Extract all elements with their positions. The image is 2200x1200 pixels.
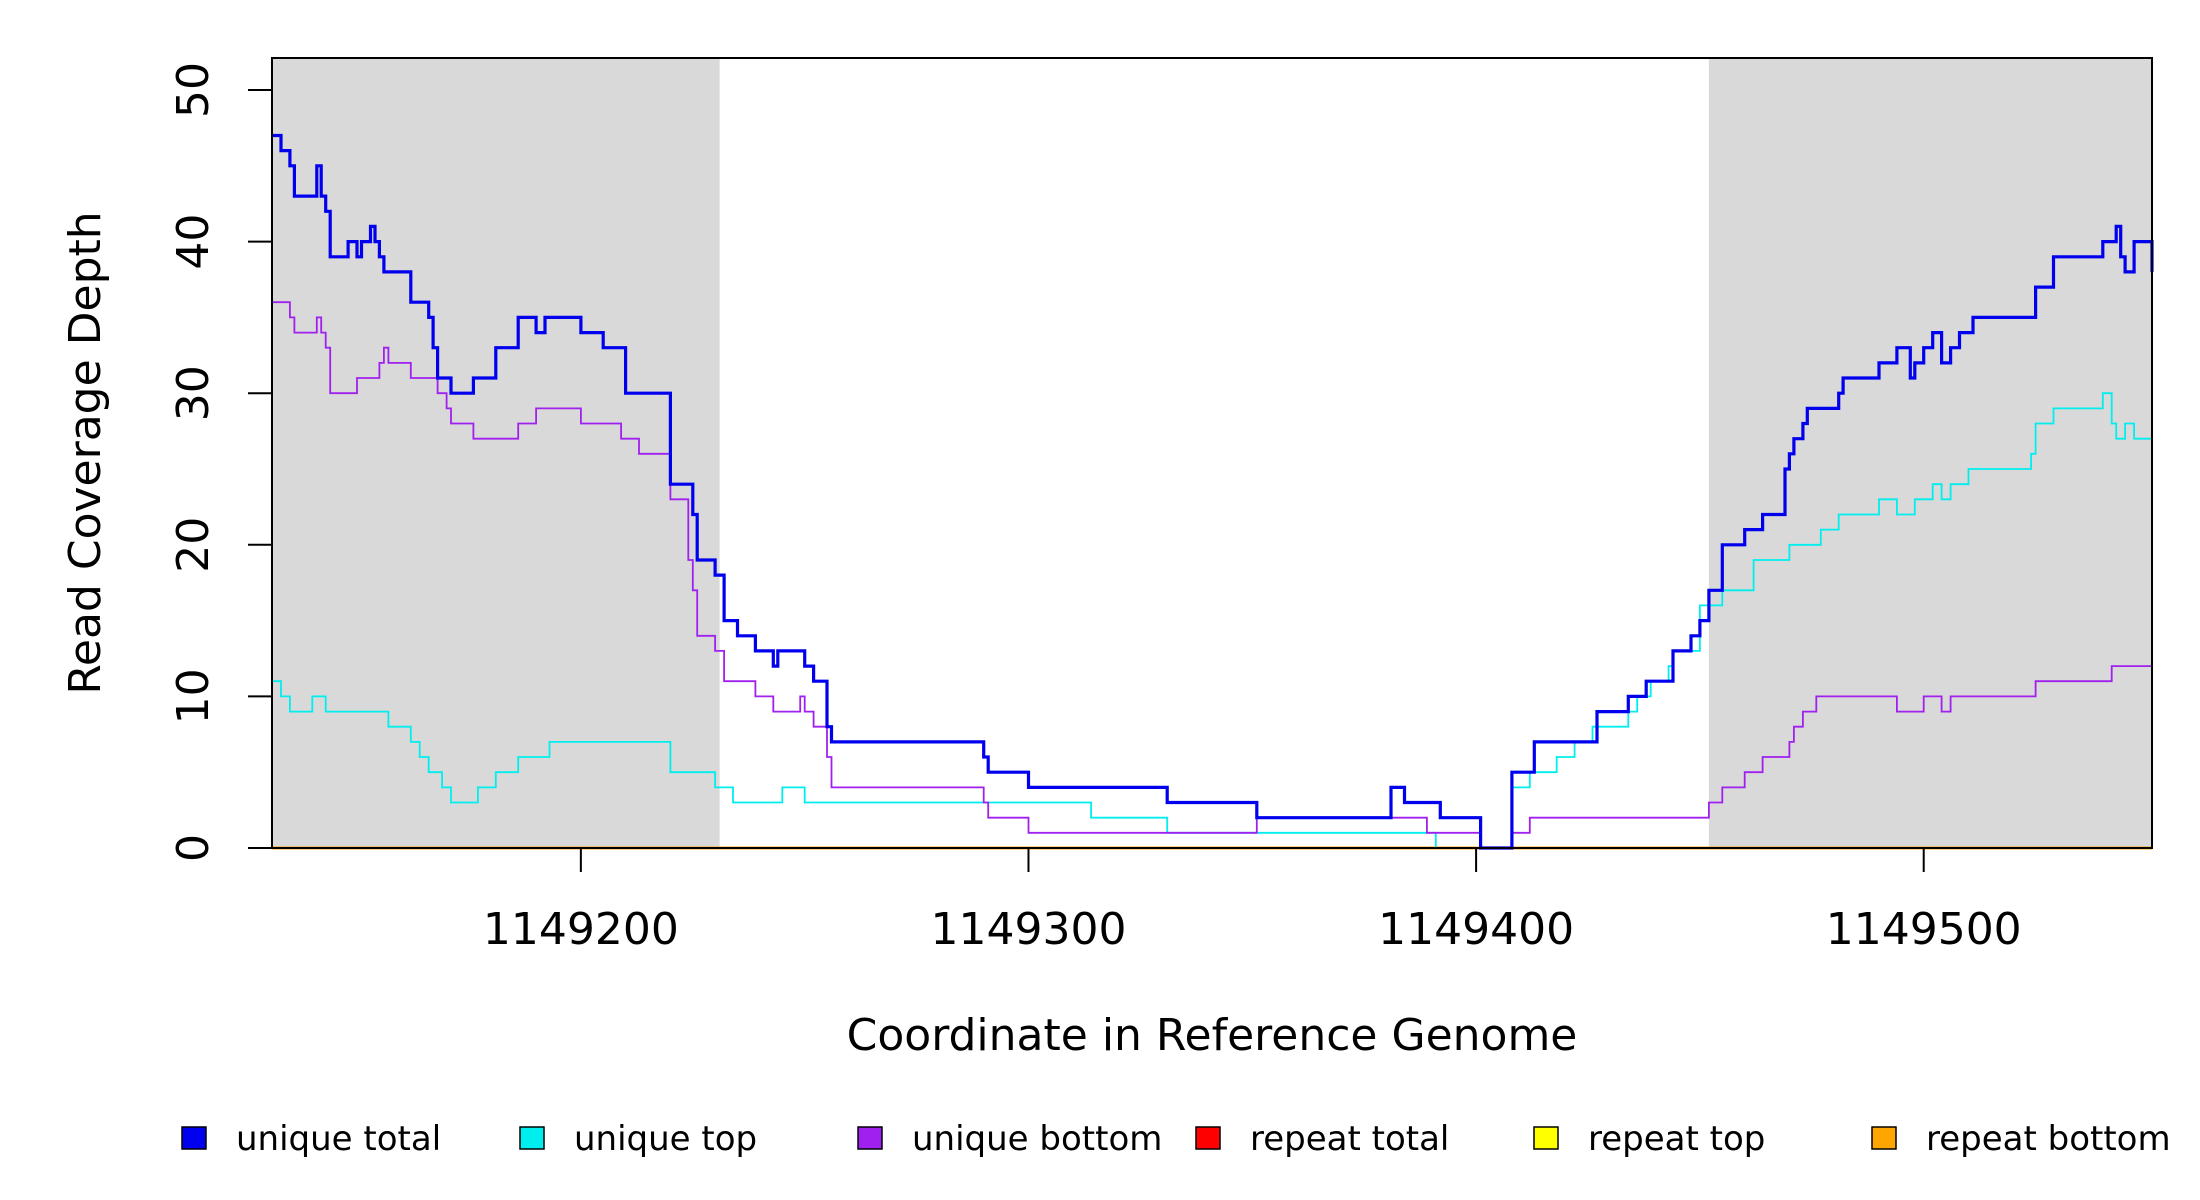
y-axis-label: Read Coverage Depth [60, 211, 111, 694]
y-tick-label-0: 0 [168, 834, 219, 862]
legend-label-repeat-bottom: repeat bottom [1926, 1119, 2171, 1159]
x-tick-label-1149500: 1149500 [1826, 904, 2022, 955]
x-tick-label-1149300: 1149300 [930, 904, 1126, 955]
legend-swatch-unique-top [519, 1126, 545, 1150]
y-tick-label-40: 40 [168, 214, 219, 270]
plot-frame [271, 57, 2153, 849]
shaded-regions [272, 58, 2152, 848]
legend-swatch-unique-bottom [857, 1126, 883, 1150]
y-tick-label-50: 50 [168, 62, 219, 118]
y-tick-label-30: 30 [168, 365, 219, 421]
series-unique-bottom [272, 301, 2153, 849]
legend-label-repeat-total: repeat total [1250, 1119, 1449, 1159]
legend-swatch-repeat-bottom [1871, 1126, 1897, 1150]
legend-label-unique-top: unique top [574, 1119, 757, 1159]
series-unique-total [272, 133, 2154, 850]
legend-swatch-repeat-top [1533, 1126, 1559, 1150]
legend: unique total unique top unique bottom repea… [181, 1119, 2171, 1159]
series-unique-top [272, 392, 2152, 849]
legend-swatch-repeat-total [1195, 1126, 1221, 1150]
axes: 1149200 1149300 1149400 1149500 0 10 20 30 40 50 [168, 62, 2022, 955]
legend-label-repeat-top: repeat top [1588, 1119, 1765, 1159]
x-tick-label-1149200: 1149200 [483, 904, 679, 955]
legend-label-unique-total: unique total [236, 1119, 441, 1159]
x-tick-label-1149400: 1149400 [1378, 904, 1574, 955]
legend-label-unique-bottom: unique bottom [912, 1119, 1162, 1159]
y-tick-label-10: 10 [168, 668, 219, 724]
x-axis-label: Coordinate in Reference Genome [847, 1010, 1578, 1061]
legend-swatch-unique-total [181, 1126, 207, 1150]
shaded-region-2 [1708, 58, 2152, 848]
y-tick-label-20: 20 [168, 517, 219, 573]
